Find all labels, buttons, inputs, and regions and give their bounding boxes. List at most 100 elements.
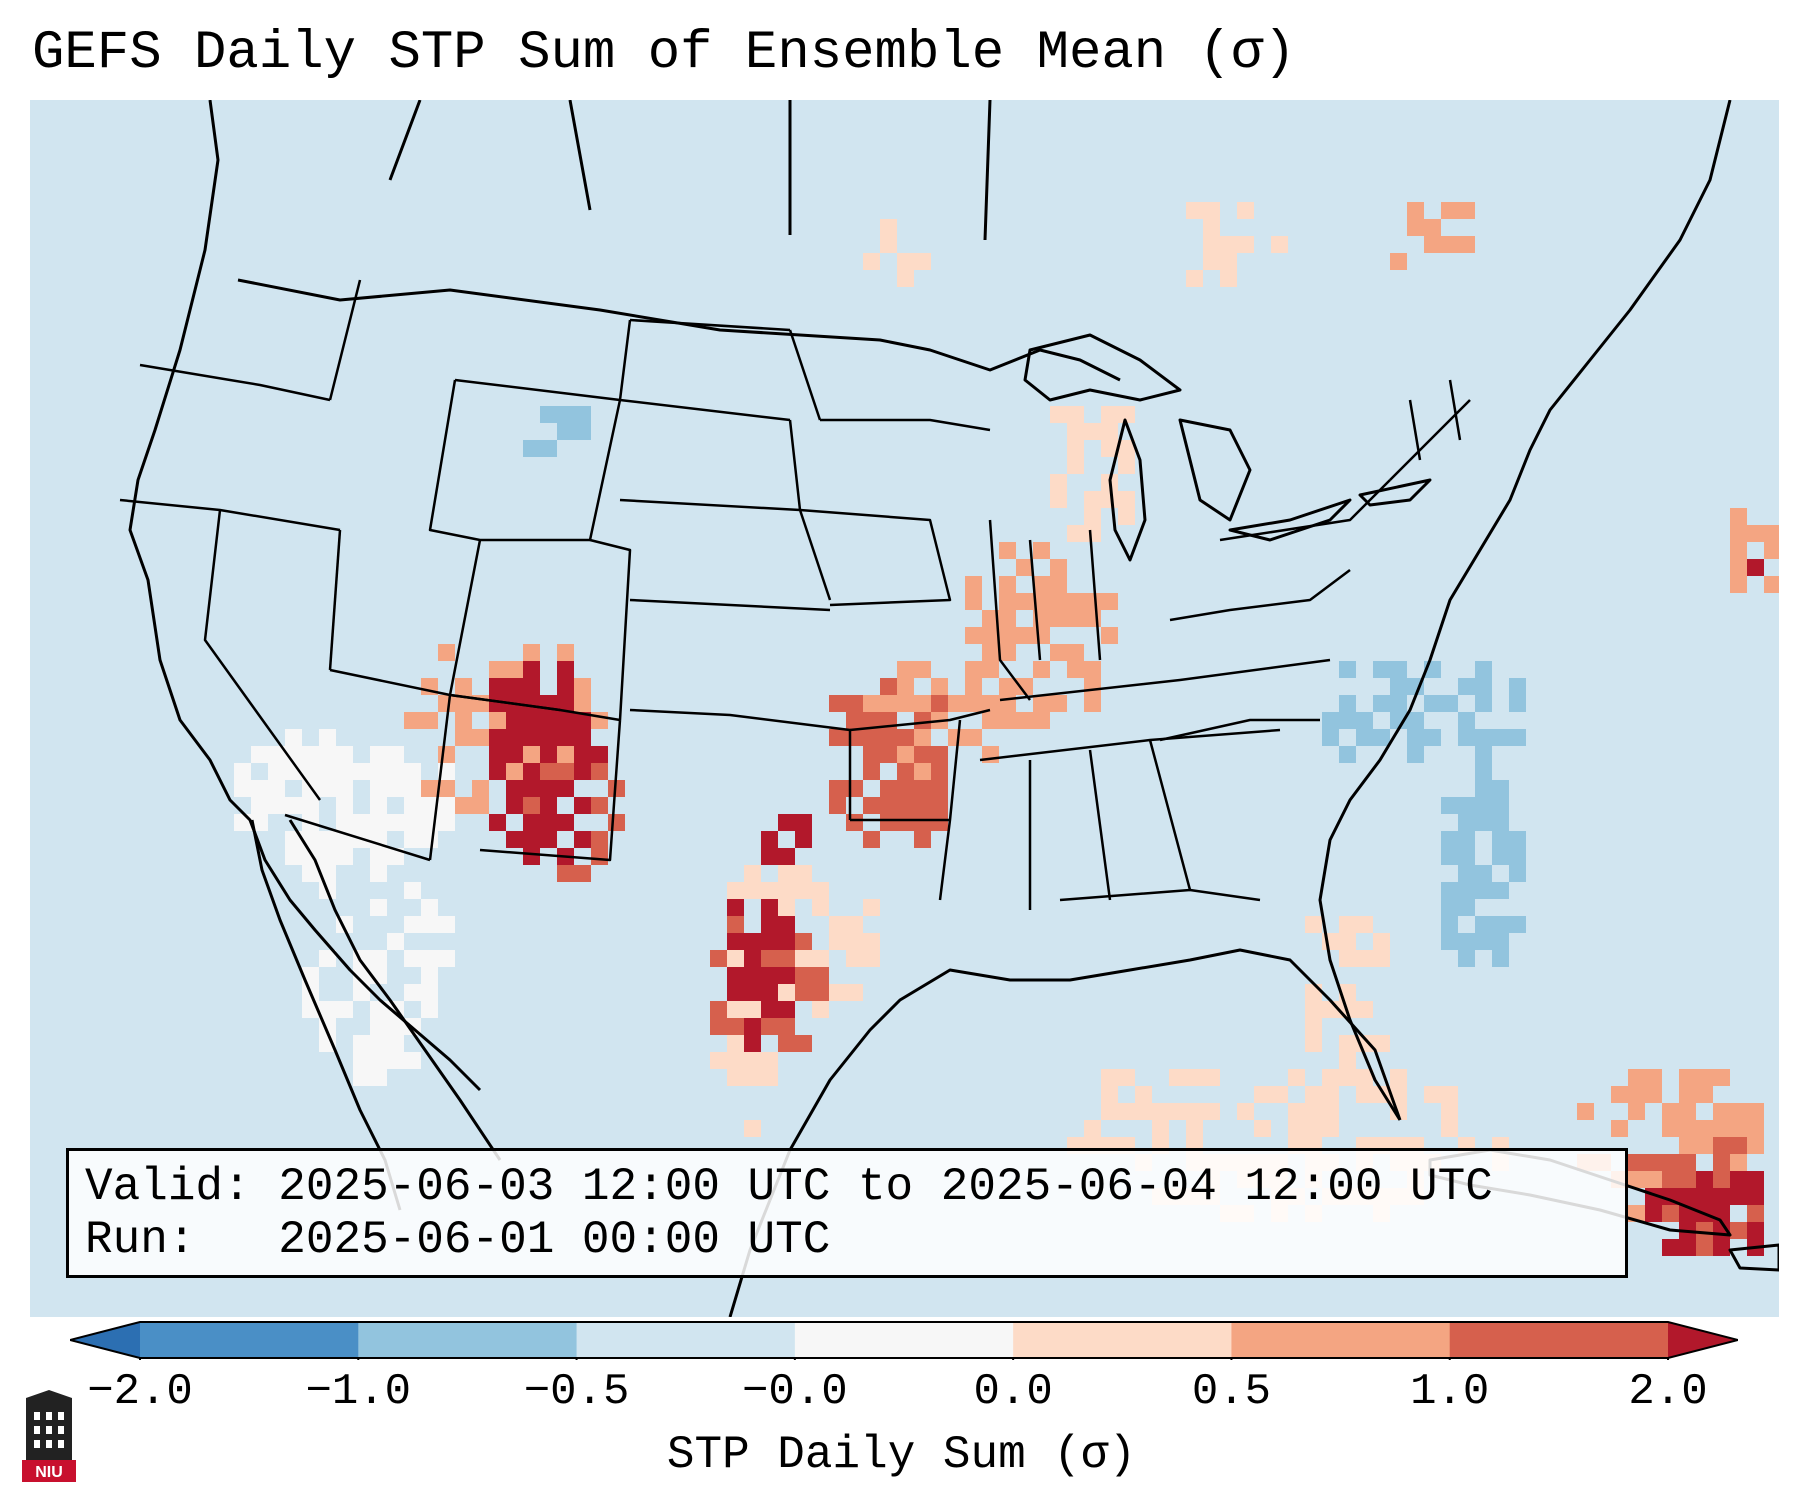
anomaly-cell [880, 746, 897, 763]
anomaly-cell [846, 712, 863, 729]
anomaly-cell [761, 933, 778, 950]
anomaly-cell [727, 1069, 744, 1086]
anomaly-cell [1645, 1086, 1662, 1103]
anomaly-cell [1050, 593, 1067, 610]
anomaly-cell [1475, 933, 1492, 950]
anomaly-cell [1458, 202, 1475, 219]
anomaly-cell [846, 984, 863, 1001]
anomaly-cell [1033, 712, 1050, 729]
anomaly-cell [336, 797, 353, 814]
anomaly-cell [1305, 916, 1322, 933]
anomaly-cell [1322, 1120, 1339, 1137]
anomaly-cell [1186, 1069, 1203, 1086]
border-ca-nv [203, 509, 322, 801]
anomaly-cell [829, 797, 846, 814]
colorbar-label: STP Daily Sum (σ) [666, 1429, 1137, 1481]
anomaly-cell [795, 865, 812, 882]
anomaly-cell [761, 967, 778, 984]
anomaly-cell [897, 695, 914, 712]
anomaly-cell [574, 746, 591, 763]
anomaly-cell [1441, 695, 1458, 712]
anomaly-cell [1628, 1069, 1645, 1086]
anomaly-cell [421, 950, 438, 967]
anomaly-cell [1475, 678, 1492, 695]
anomaly-cell [523, 712, 540, 729]
anomaly-cell [1067, 661, 1084, 678]
anomaly-cell [421, 984, 438, 1001]
chart-title: GEFS Daily STP Sum of Ensemble Mean (σ) [32, 23, 1296, 84]
anomaly-cell [1356, 712, 1373, 729]
border-dakotas [618, 318, 822, 511]
anomaly-cell [744, 1120, 761, 1137]
hispaniola-outline [1728, 1243, 1779, 1272]
anomaly-cell [557, 780, 574, 797]
anomaly-cell [1662, 1120, 1679, 1137]
anomaly-cell [727, 933, 744, 950]
anomaly-cell [965, 729, 982, 746]
border-mn-wi [820, 418, 991, 432]
anomaly-cell [370, 746, 387, 763]
anomaly-cell [1322, 1103, 1339, 1120]
anomaly-cell [574, 406, 591, 423]
anomaly-cell [846, 814, 863, 831]
border-az-nm [428, 694, 452, 861]
valid-label: Valid: [85, 1161, 251, 1213]
anomaly-cell [761, 848, 778, 865]
anomaly-cell [1730, 1137, 1747, 1154]
anomaly-cell [489, 729, 506, 746]
anomaly-cell [1475, 729, 1492, 746]
anomaly-cell [1441, 916, 1458, 933]
anomaly-cell [1373, 950, 1390, 967]
anomaly-cell [812, 899, 829, 916]
anomaly-cell [285, 797, 302, 814]
state-borders [119, 279, 1471, 910]
anomaly-cell [1475, 882, 1492, 899]
anomaly-cell [1322, 729, 1339, 746]
colorbar-tick-label: 0.0 [973, 1367, 1053, 1417]
anomaly-cell [1390, 678, 1407, 695]
anomaly-cell [1662, 1205, 1679, 1222]
anomaly-cell [1356, 916, 1373, 933]
anomaly-cell [1118, 1103, 1135, 1120]
anomaly-cell [999, 712, 1016, 729]
anomaly-cell [319, 729, 336, 746]
anomaly-cell [302, 763, 319, 780]
colorbar-bin [358, 1322, 578, 1358]
anomaly-cell [1339, 746, 1356, 763]
anomaly-cell [965, 695, 982, 712]
anomaly-cell [234, 763, 251, 780]
anomaly-cell [1441, 831, 1458, 848]
anomaly-cell [574, 797, 591, 814]
anomaly-cell [1101, 1069, 1118, 1086]
border-ar-la-ms [850, 719, 962, 901]
anomaly-cell [557, 712, 574, 729]
anomaly-cell [965, 576, 982, 593]
run-value: 2025-06-01 00:00 UTC [278, 1214, 831, 1266]
anomaly-cell [1458, 933, 1475, 950]
anomaly-cell [557, 865, 574, 882]
anomaly-cell [1730, 525, 1747, 542]
anomaly-cell [557, 695, 574, 712]
anomaly-cell [982, 712, 999, 729]
anomaly-cell [234, 780, 251, 797]
border-co [448, 538, 632, 721]
anomaly-cell [829, 729, 846, 746]
border-nc-sc [1159, 718, 1320, 742]
anomaly-cell [829, 984, 846, 1001]
border-mo-ar [849, 708, 991, 732]
anomaly-cell [370, 950, 387, 967]
border-canada-us [237, 278, 1121, 382]
anomaly-cell [591, 848, 608, 865]
anomaly-cell [1203, 1069, 1220, 1086]
anomaly-cell [1050, 644, 1067, 661]
colorbar-bin [1449, 1322, 1669, 1358]
anomaly-cell [1152, 1120, 1169, 1137]
anomaly-cell [795, 984, 812, 1001]
anomaly-cell [557, 644, 574, 661]
anomaly-cell [1492, 814, 1509, 831]
anomaly-cell [1713, 1137, 1730, 1154]
anomaly-cell [1220, 270, 1237, 287]
anomaly-cell [302, 865, 319, 882]
anomaly-cell [1458, 899, 1475, 916]
anomaly-cell [251, 780, 268, 797]
